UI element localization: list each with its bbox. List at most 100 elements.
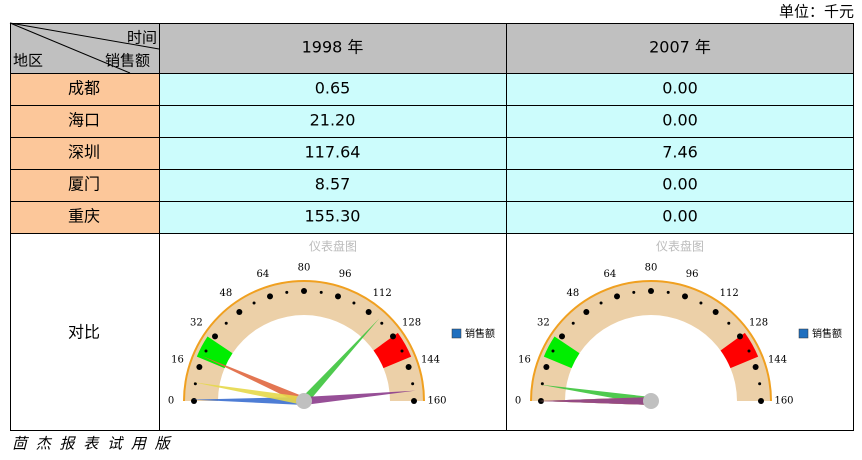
gauge-tick-label: 48 bbox=[219, 288, 232, 299]
corner-cell bbox=[10, 23, 159, 73]
column-header: 1998 年 bbox=[302, 38, 364, 57]
gauge-minor-tick bbox=[666, 290, 670, 294]
gauge-tick bbox=[752, 364, 759, 371]
gauge-minor-tick bbox=[551, 349, 555, 353]
legend-label: 销售额 bbox=[465, 327, 495, 340]
gauge-tick-label: 112 bbox=[720, 288, 739, 299]
gauge-tick bbox=[389, 333, 396, 340]
footer: 茴 杰 报 表 试 用 版 bbox=[12, 435, 173, 453]
gauge-tick bbox=[648, 288, 654, 294]
gauge-body: 仪表盘图 0 16 32 48 64 80 96 112 128 144 160 销售额 bbox=[168, 239, 495, 409]
gauge-minor-tick bbox=[400, 349, 404, 353]
region-name: 厦门 bbox=[68, 175, 100, 194]
unit-label: 单位：千元 bbox=[779, 3, 854, 21]
gauge-tick bbox=[614, 293, 621, 300]
gauge-needle bbox=[539, 397, 651, 405]
gauge-band bbox=[373, 332, 412, 369]
gauge-minor-tick bbox=[193, 382, 197, 386]
gauge-body: 仪表盘图 0 16 32 48 64 80 96 112 128 144 160 销售额 bbox=[515, 239, 842, 409]
gauge-hub bbox=[643, 393, 659, 409]
gauge-tick-label: 48 bbox=[566, 288, 579, 299]
gauge-tick-label: 160 bbox=[774, 396, 793, 407]
gauge-arc bbox=[184, 281, 424, 401]
compare-label: 对比 bbox=[68, 323, 100, 342]
legend-swatch bbox=[451, 328, 462, 339]
gauge-minor-tick bbox=[571, 321, 575, 325]
gauge-chart: 仪表盘图 0 16 32 48 64 80 96 112 128 144 160 销售额 bbox=[168, 239, 495, 409]
gauge-tick bbox=[267, 293, 274, 300]
gauge-tick-label: 64 bbox=[257, 269, 270, 280]
value-cell: 117.64 bbox=[305, 143, 361, 162]
gauge-rim bbox=[530, 280, 772, 402]
gauge-tick-label: 32 bbox=[537, 317, 550, 328]
gauge-tick-label: 144 bbox=[421, 354, 440, 365]
gauge-tick bbox=[758, 398, 764, 404]
gauge-needle bbox=[201, 355, 306, 405]
gauge-tick bbox=[405, 364, 412, 371]
value-cell: 0.65 bbox=[315, 79, 351, 98]
gauge-tick-label: 128 bbox=[402, 317, 421, 328]
value-cell: 21.20 bbox=[310, 111, 356, 130]
gauge-minor-tick bbox=[758, 382, 762, 386]
corner-bottom: 销售额 bbox=[105, 52, 150, 70]
gauge-minor-tick bbox=[380, 321, 384, 325]
value-cell: 0.00 bbox=[662, 79, 698, 98]
table-grid bbox=[9, 22, 854, 431]
region-name: 海口 bbox=[68, 111, 100, 130]
gauge-tick-label: 112 bbox=[373, 288, 392, 299]
gauge-needle bbox=[301, 318, 380, 404]
gauge-tick-label: 16 bbox=[518, 354, 531, 365]
gauge-tick-label: 160 bbox=[427, 396, 446, 407]
gauge-tick-label: 64 bbox=[604, 269, 617, 280]
gauge-minor-tick bbox=[252, 301, 256, 305]
gauge-tick bbox=[736, 333, 743, 340]
value-cell: 8.57 bbox=[315, 175, 351, 194]
gauge-tick bbox=[543, 364, 550, 371]
gauge-minor-tick bbox=[727, 321, 731, 325]
gauge-tick bbox=[191, 398, 197, 404]
gauge-minor-tick bbox=[699, 301, 703, 305]
gauge-chart: 仪表盘图 0 16 32 48 64 80 96 112 128 144 160 销售额 bbox=[515, 239, 842, 409]
gauge-minor-tick bbox=[632, 290, 636, 294]
gauge-title: 仪表盘图 bbox=[309, 239, 357, 254]
region-name: 重庆 bbox=[68, 207, 100, 226]
gauge-tick-label: 96 bbox=[339, 269, 352, 280]
gauge-tick bbox=[334, 293, 341, 300]
gauge-band bbox=[543, 336, 580, 369]
gauge-tick bbox=[236, 309, 243, 316]
gauge-minor-tick bbox=[540, 382, 544, 386]
gauge-minor-tick bbox=[204, 349, 208, 353]
gauge-tick bbox=[212, 333, 219, 340]
region-cells bbox=[10, 73, 159, 233]
gauge-tick bbox=[196, 364, 203, 371]
corner-top: 时间 bbox=[127, 29, 157, 47]
gauge-tick-label: 0 bbox=[515, 396, 521, 407]
gauge-tick bbox=[559, 333, 566, 340]
value-cell: 0.00 bbox=[662, 207, 698, 226]
gauge-tick bbox=[411, 398, 417, 404]
gauge-minor-tick bbox=[285, 290, 289, 294]
value-cell: 0.00 bbox=[662, 175, 698, 194]
gauge-tick bbox=[365, 309, 372, 316]
legend-label: 销售额 bbox=[812, 327, 842, 340]
gauge-tick bbox=[681, 293, 688, 300]
gauge-tick-label: 32 bbox=[190, 317, 203, 328]
gauge-minor-tick bbox=[352, 301, 356, 305]
gauge-band bbox=[196, 336, 233, 369]
corner-left: 地区 bbox=[13, 52, 43, 70]
value-cell: 155.30 bbox=[305, 207, 361, 226]
column-header: 2007 年 bbox=[649, 38, 711, 57]
gauge-title: 仪表盘图 bbox=[656, 239, 704, 254]
gauge-rim bbox=[183, 280, 425, 402]
gauge-tick bbox=[583, 309, 590, 316]
legend-swatch bbox=[798, 328, 809, 339]
gauge-tick-label: 96 bbox=[686, 269, 699, 280]
gauge-tick-label: 80 bbox=[645, 263, 658, 274]
gauge-minor-tick bbox=[411, 382, 415, 386]
gauge-needle bbox=[303, 390, 416, 405]
gauge-tick-label: 128 bbox=[749, 317, 768, 328]
gauge-minor-tick bbox=[747, 349, 751, 353]
gauge-tick bbox=[301, 288, 307, 294]
gauge-band bbox=[720, 332, 759, 369]
gauge-tick bbox=[712, 309, 719, 316]
